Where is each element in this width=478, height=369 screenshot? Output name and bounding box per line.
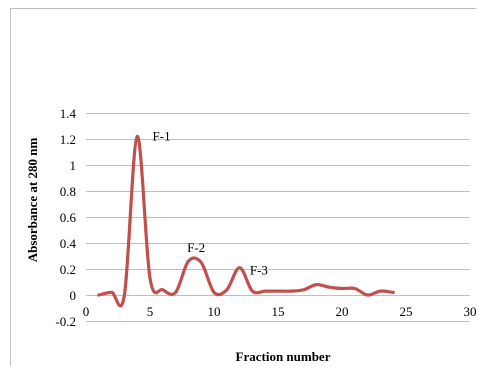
y-tick-label: 0.2 bbox=[60, 262, 76, 277]
absorbance-series-line bbox=[97, 134, 395, 308]
x-axis-title: Fraction number bbox=[236, 349, 331, 364]
y-tick-label: 1 bbox=[70, 158, 77, 173]
y-tick-label: 0.4 bbox=[60, 236, 77, 251]
annotation-layer: F-1 F-2 F-3 bbox=[153, 128, 268, 277]
x-tick-label: 10 bbox=[208, 304, 221, 319]
x-tick-label: 0 bbox=[83, 304, 90, 319]
peak-label: F-2 bbox=[187, 240, 205, 255]
x-tick-label: 30 bbox=[464, 304, 477, 319]
y-tick-label: 1.2 bbox=[60, 132, 76, 147]
y-tick-label: -0.2 bbox=[55, 314, 76, 329]
chart-frame bbox=[10, 8, 476, 366]
x-tick-label: 15 bbox=[272, 304, 285, 319]
x-tick-label: 25 bbox=[400, 304, 413, 319]
y-tick-label: 0.8 bbox=[60, 184, 76, 199]
y-tick-label: 0.6 bbox=[60, 210, 77, 225]
y-tick-label: 1.4 bbox=[60, 106, 77, 121]
x-tick-label: 20 bbox=[336, 304, 349, 319]
peak-label: F-1 bbox=[153, 128, 171, 143]
peak-label: F-3 bbox=[250, 262, 268, 277]
x-tick-label: 5 bbox=[147, 304, 154, 319]
tick-label-layer: -0.2 0 0.2 0.4 0.6 0.8 1 1.2 1.4 0 5 10 15 20 25 30 bbox=[55, 106, 476, 329]
grid-layer bbox=[86, 113, 470, 322]
y-tick-label: 0 bbox=[70, 288, 77, 303]
series-layer bbox=[97, 134, 395, 308]
y-axis-title: Absorbance at 280 nm bbox=[25, 138, 40, 263]
